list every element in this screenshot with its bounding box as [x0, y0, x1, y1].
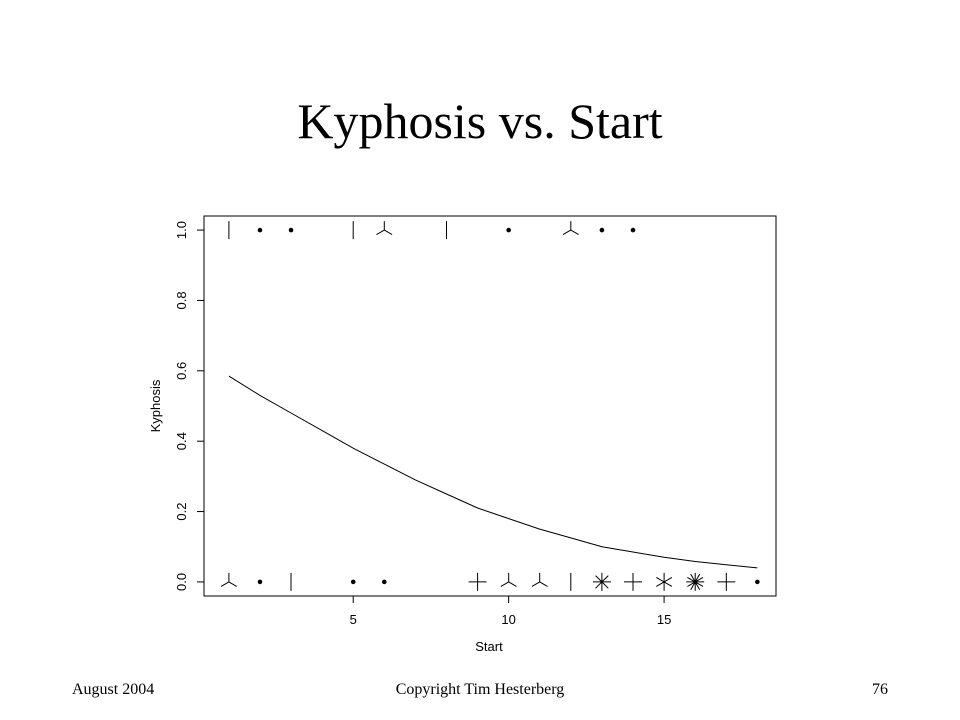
footer-date: August 2004 — [72, 681, 155, 698]
data-point-sunflower — [562, 221, 579, 236]
data-point — [350, 579, 356, 585]
data-point-sunflower — [686, 572, 705, 591]
data-point-sunflower — [592, 572, 611, 591]
data-point-sunflower — [717, 572, 736, 591]
data-point — [288, 227, 294, 233]
data-point-sunflower — [376, 221, 393, 236]
data-point — [755, 579, 760, 585]
data-point — [257, 579, 263, 585]
data-point — [630, 227, 636, 233]
data-point-sunflower — [624, 572, 642, 591]
x-tick-label: 15 — [657, 612, 671, 627]
data-point-sunflower — [531, 572, 548, 587]
chart-marks: 5 10 15 0.0 0.2 0.4 0.6 0.8 1.0 Start Kyphosis — [148, 221, 760, 654]
data-point-sunflower — [220, 572, 237, 587]
data-point-sunflower — [656, 572, 673, 591]
slide-title: Kyphosis vs. Start — [297, 93, 663, 149]
data-point — [257, 227, 263, 233]
slide-number: 76 — [872, 681, 888, 698]
footer-copyright: Copyright Tim Hesterberg — [395, 681, 565, 698]
plot-frame — [203, 215, 777, 597]
y-tick-label: 0.6 — [174, 362, 189, 380]
data-point — [506, 227, 511, 233]
data-point-sunflower — [500, 572, 517, 587]
y-tick-label: 1.0 — [174, 221, 189, 239]
x-tick-label: 10 — [501, 612, 515, 627]
data-point — [382, 579, 387, 585]
y-tick-label: 0.0 — [174, 573, 189, 591]
y-axis-label: Kyphosis — [148, 379, 163, 432]
data-point-sunflower — [468, 572, 487, 591]
y-tick-label: 0.4 — [174, 432, 189, 450]
data-point — [599, 227, 605, 233]
x-axis-label: Start — [475, 639, 503, 654]
x-tick-label: 5 — [350, 612, 357, 627]
fit-line — [228, 375, 758, 569]
y-tick-label: 0.8 — [174, 291, 189, 309]
y-tick-label: 0.2 — [174, 503, 189, 521]
